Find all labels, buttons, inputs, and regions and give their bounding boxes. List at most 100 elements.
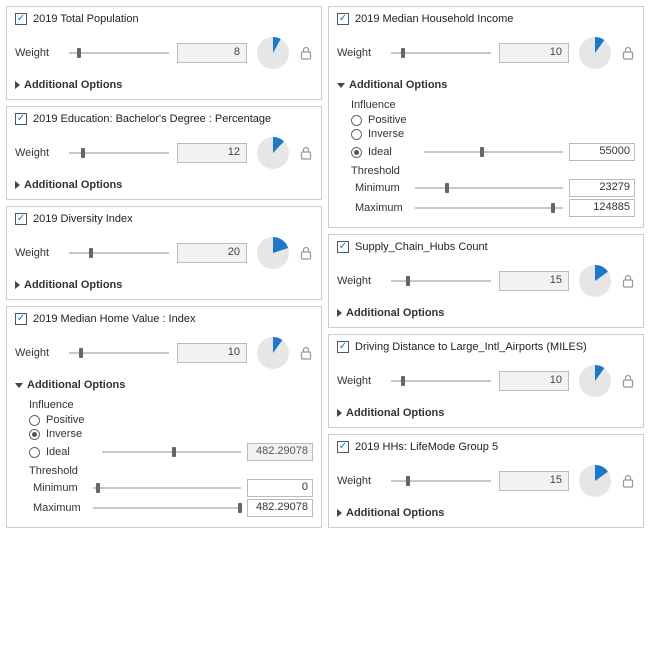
chevron-right-icon xyxy=(337,409,342,417)
enabled-checkbox[interactable]: ✓ xyxy=(15,13,27,25)
panel-title: 2019 Median Household Income xyxy=(355,13,513,25)
weight-label: Weight xyxy=(337,47,383,59)
lock-icon[interactable] xyxy=(299,145,313,161)
chevron-right-icon xyxy=(15,181,20,189)
threshold-max-slider[interactable] xyxy=(93,501,241,515)
weight-value[interactable]: 10 xyxy=(499,43,569,63)
weight-slider[interactable] xyxy=(391,474,491,488)
criteria-panel: ✓ 2019 HHs: LifeMode Group 5 Weight 15 A… xyxy=(328,434,644,528)
threshold-min-slider[interactable] xyxy=(415,181,563,195)
weight-slider[interactable] xyxy=(69,246,169,260)
panel-title: 2019 Median Home Value : Index xyxy=(33,313,195,325)
weight-pie-icon xyxy=(577,463,613,499)
criteria-panel: ✓ Driving Distance to Large_Intl_Airport… xyxy=(328,334,644,428)
weight-pie-icon xyxy=(255,335,291,371)
influence-inverse-radio[interactable] xyxy=(29,429,40,440)
weight-label: Weight xyxy=(337,475,383,487)
additional-options-toggle[interactable]: Additional Options xyxy=(15,79,313,91)
lock-icon[interactable] xyxy=(621,373,635,389)
lock-icon[interactable] xyxy=(621,473,635,489)
influence-inverse-radio[interactable] xyxy=(351,129,362,140)
threshold-label: Threshold xyxy=(29,465,313,477)
additional-options-toggle[interactable]: Additional Options xyxy=(15,179,313,191)
lock-icon[interactable] xyxy=(299,245,313,261)
additional-options-toggle[interactable]: Additional Options xyxy=(337,307,635,319)
enabled-checkbox[interactable]: ✓ xyxy=(15,113,27,125)
ideal-slider[interactable] xyxy=(424,145,563,159)
influence-label: Influence xyxy=(351,99,635,111)
weight-pie-icon xyxy=(577,363,613,399)
weight-slider[interactable] xyxy=(391,46,491,60)
weight-label: Weight xyxy=(337,275,383,287)
criteria-panel: ✓ 2019 Education: Bachelor's Degree : Pe… xyxy=(6,106,322,200)
weight-label: Weight xyxy=(15,147,61,159)
influence-ideal-radio[interactable] xyxy=(29,447,40,458)
panel-title: Driving Distance to Large_Intl_Airports … xyxy=(355,341,587,353)
influence-positive-radio[interactable] xyxy=(351,115,362,126)
weight-value[interactable]: 10 xyxy=(177,343,247,363)
enabled-checkbox[interactable]: ✓ xyxy=(337,241,349,253)
weight-label: Weight xyxy=(15,347,61,359)
criteria-panel: ✓ 2019 Median Household Income Weight 10… xyxy=(328,6,644,228)
criteria-panel: ✓ 2019 Diversity Index Weight 20 Additio… xyxy=(6,206,322,300)
chevron-right-icon xyxy=(15,81,20,89)
weight-pie-icon xyxy=(577,35,613,71)
weight-slider[interactable] xyxy=(391,274,491,288)
criteria-panel: ✓ 2019 Median Home Value : Index Weight … xyxy=(6,306,322,528)
chevron-right-icon xyxy=(15,281,20,289)
weight-pie-icon xyxy=(255,235,291,271)
weight-slider[interactable] xyxy=(69,346,169,360)
weight-label: Weight xyxy=(15,47,61,59)
influence-label: Influence xyxy=(29,399,313,411)
panel-title: 2019 HHs: LifeMode Group 5 xyxy=(355,441,498,453)
chevron-down-icon xyxy=(15,383,23,388)
ideal-value[interactable]: 482.29078 xyxy=(247,443,313,461)
additional-options-toggle[interactable]: Additional Options xyxy=(337,79,635,91)
weight-value[interactable]: 10 xyxy=(499,371,569,391)
weight-label: Weight xyxy=(15,247,61,259)
additional-options-toggle[interactable]: Additional Options xyxy=(15,279,313,291)
ideal-value[interactable]: 55000 xyxy=(569,143,635,161)
threshold-label: Threshold xyxy=(351,165,635,177)
weight-pie-icon xyxy=(255,135,291,171)
threshold-min-value[interactable]: 23279 xyxy=(569,179,635,197)
criteria-panel: ✓ Supply_Chain_Hubs Count Weight 15 Addi… xyxy=(328,234,644,328)
threshold-max-slider[interactable] xyxy=(415,201,563,215)
enabled-checkbox[interactable]: ✓ xyxy=(337,441,349,453)
criteria-panel: ✓ 2019 Total Population Weight 8 Additio… xyxy=(6,6,322,100)
lock-icon[interactable] xyxy=(299,345,313,361)
influence-positive-radio[interactable] xyxy=(29,415,40,426)
panel-title: 2019 Total Population xyxy=(33,13,139,25)
weight-value[interactable]: 15 xyxy=(499,471,569,491)
weight-pie-icon xyxy=(255,35,291,71)
enabled-checkbox[interactable]: ✓ xyxy=(15,313,27,325)
additional-options-toggle[interactable]: Additional Options xyxy=(337,407,635,419)
chevron-right-icon xyxy=(337,509,342,517)
lock-icon[interactable] xyxy=(621,45,635,61)
enabled-checkbox[interactable]: ✓ xyxy=(15,213,27,225)
threshold-min-slider[interactable] xyxy=(93,481,241,495)
weight-slider[interactable] xyxy=(69,146,169,160)
additional-options-toggle[interactable]: Additional Options xyxy=(15,379,313,391)
weight-slider[interactable] xyxy=(391,374,491,388)
weight-value[interactable]: 12 xyxy=(177,143,247,163)
lock-icon[interactable] xyxy=(299,45,313,61)
weight-slider[interactable] xyxy=(69,46,169,60)
additional-options-toggle[interactable]: Additional Options xyxy=(337,507,635,519)
chevron-right-icon xyxy=(337,309,342,317)
chevron-down-icon xyxy=(337,83,345,88)
threshold-max-value[interactable]: 482.29078 xyxy=(247,499,313,517)
weight-value[interactable]: 15 xyxy=(499,271,569,291)
threshold-min-value[interactable]: 0 xyxy=(247,479,313,497)
influence-ideal-radio[interactable] xyxy=(351,147,362,158)
weight-label: Weight xyxy=(337,375,383,387)
additional-options-body: Influence Positive Inverse Ideal 55000 T… xyxy=(337,91,635,217)
weight-value[interactable]: 20 xyxy=(177,243,247,263)
ideal-slider[interactable] xyxy=(102,445,241,459)
panel-title: 2019 Education: Bachelor's Degree : Perc… xyxy=(33,113,271,125)
enabled-checkbox[interactable]: ✓ xyxy=(337,13,349,25)
enabled-checkbox[interactable]: ✓ xyxy=(337,341,349,353)
weight-value[interactable]: 8 xyxy=(177,43,247,63)
threshold-max-value[interactable]: 124885 xyxy=(569,199,635,217)
lock-icon[interactable] xyxy=(621,273,635,289)
